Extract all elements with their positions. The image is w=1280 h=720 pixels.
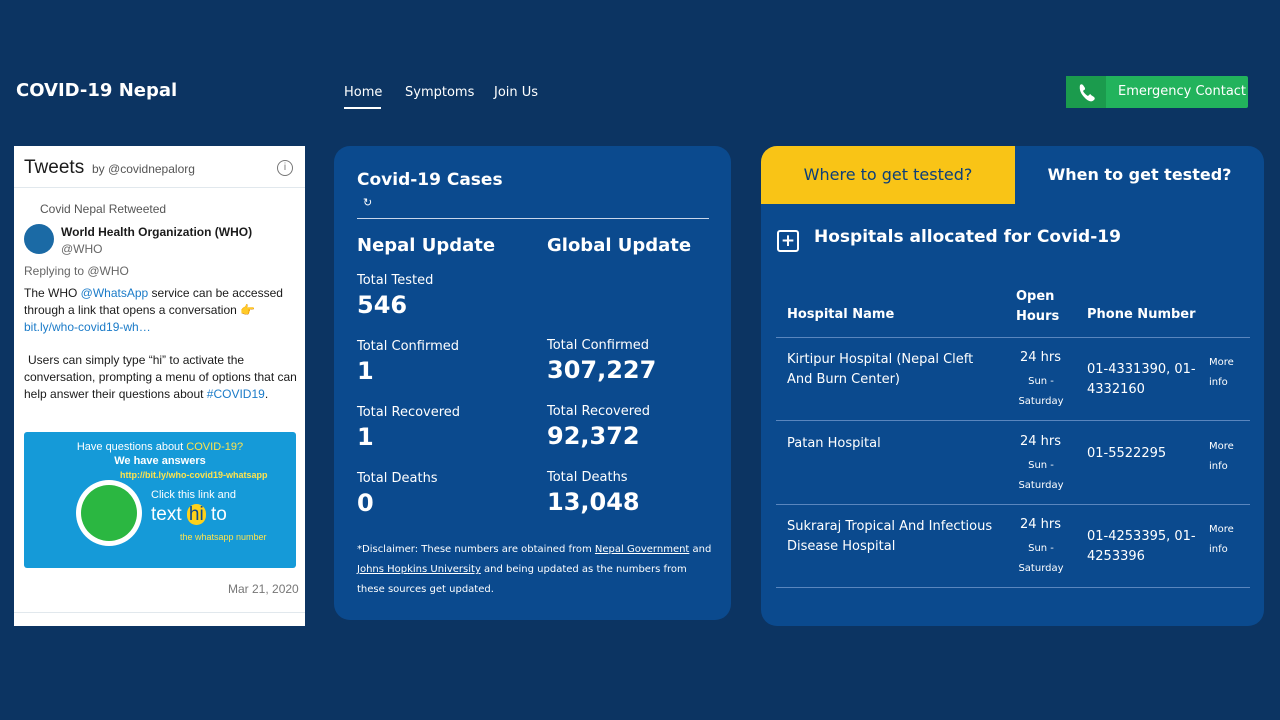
text: and being updated as the numbers from th… <box>357 564 687 595</box>
image-text: Click this link and <box>151 489 236 501</box>
stat-value: 307,227 <box>547 356 657 384</box>
text: service can be accessed through a link t… <box>24 286 283 317</box>
hospital-name: Sukraraj Tropical And Infectious Disease… <box>787 519 993 554</box>
open-hours: 24 hrs <box>1020 517 1062 532</box>
more-info[interactable]: More info <box>1209 524 1234 555</box>
hospital-name: Kirtipur Hospital (Nepal Cleft And Burn … <box>787 352 974 387</box>
image-text: We have answers <box>114 455 206 467</box>
divider <box>776 337 1250 338</box>
tweet-date[interactable]: Mar 21, 2020 <box>228 582 299 596</box>
text: The WHO <box>24 286 81 300</box>
whatsapp-logo <box>81 485 137 541</box>
stat-label: Total Deaths <box>357 471 438 486</box>
tweets-panel: Tweets by @covidnepalorg i Covid Nepal R… <box>14 146 305 626</box>
text: . <box>264 387 269 401</box>
hospitals-heading: Hospitals allocated for Covid-19 <box>814 227 1121 247</box>
image-text: the whatsapp number <box>180 532 267 542</box>
stat-value: 1 <box>357 357 374 385</box>
stat-value: 1 <box>357 423 374 451</box>
nav-link[interactable]: Symptoms <box>405 85 475 100</box>
divider <box>14 612 305 613</box>
hashtag[interactable]: #COVID19 <box>206 387 265 401</box>
tweet-text: Users can simply type “hi” to activate t… <box>24 352 299 403</box>
info-icon[interactable]: i <box>277 160 293 176</box>
stat-label: Total Recovered <box>547 404 651 419</box>
image-text: text hi to <box>151 504 227 526</box>
emergency-label[interactable]: Emergency Contact <box>1118 84 1247 99</box>
cases-card: Covid-19 Cases ↻ Nepal Update Global Upd… <box>334 146 731 620</box>
stat-label: Total Tested <box>357 273 434 288</box>
tweet-image[interactable]: Have questions about COVID-19? We have a… <box>24 432 296 568</box>
disclaimer: *Disclaimer: These numbers are obtained … <box>357 540 717 600</box>
text: Have questions about <box>76 441 187 453</box>
more-info[interactable]: More info <box>1209 357 1234 388</box>
nav-underline <box>344 107 381 109</box>
author[interactable]: World Health Organization (WHO) <box>61 225 253 239</box>
column-header: Hospital Name <box>787 307 895 322</box>
divider <box>776 503 1250 505</box>
stat-value: 0 <box>357 489 374 517</box>
cases-title: Covid-19 Cases <box>357 170 503 190</box>
stat-label: Total Confirmed <box>357 339 459 354</box>
tweet-text: The WHO @WhatsApp service can be accesse… <box>24 285 299 336</box>
nav-link[interactable]: Home <box>344 85 383 100</box>
divider <box>776 420 1250 421</box>
divider <box>14 187 305 188</box>
phone-number: 01-4253395, 01-4253396 <box>1087 529 1196 564</box>
open-days: Sun - Saturday <box>1018 376 1064 407</box>
global-heading: Global Update <box>547 235 692 256</box>
text: *Disclaimer: These numbers are obtained … <box>357 544 595 555</box>
text: and <box>689 544 712 555</box>
stat-value: 92,372 <box>547 422 640 450</box>
avatar[interactable] <box>24 224 54 254</box>
phone-icon <box>1079 84 1095 102</box>
open-days: Sun - Saturday <box>1018 459 1064 491</box>
link[interactable]: Nepal Government <box>594 544 690 555</box>
plus-icon: + <box>777 230 799 252</box>
retweeted: Covid Nepal Retweeted <box>40 202 167 216</box>
link[interactable]: bit.ly/who-covid19-wh… <box>24 320 151 334</box>
nav-link[interactable]: Join Us <box>494 85 539 100</box>
tab-active[interactable]: Where to get tested? <box>761 146 1015 204</box>
emergency-button[interactable]: Emergency Contact <box>1066 76 1248 108</box>
tab[interactable]: When to get tested? <box>1047 165 1232 184</box>
divider <box>776 587 1250 588</box>
replying: Replying to @WHO <box>24 264 129 278</box>
column-header: Phone Number <box>1087 307 1196 322</box>
handle: @WHO <box>61 242 103 256</box>
tweets-by[interactable]: by @covidnepalorg <box>92 162 195 176</box>
text: text <box>151 504 187 525</box>
phone-icon-box <box>1066 76 1106 108</box>
more-info[interactable]: More info <box>1209 440 1234 472</box>
column-header: Open Hours <box>1016 289 1060 324</box>
phone-number: 01-5522295 <box>1087 445 1167 461</box>
open-hours: 24 hrs <box>1020 433 1062 449</box>
tweets-title: Tweets <box>24 157 85 178</box>
link[interactable]: Johns Hopkins University <box>357 564 481 575</box>
stat-label: Total Recovered <box>357 405 461 420</box>
phone-number: 01-4331390, 01-4332160 <box>1087 362 1196 397</box>
text: hi <box>186 504 206 525</box>
refresh-icon[interactable]: ↻ <box>363 196 373 209</box>
image-text: Have questions about COVID-19? <box>24 441 296 453</box>
hospital-name: Patan Hospital <box>787 435 881 451</box>
stat-label: Total Deaths <box>547 470 628 485</box>
brand[interactable]: COVID-19 Nepal <box>16 80 178 101</box>
text: to <box>205 504 227 525</box>
stat-value: 546 <box>357 291 408 319</box>
text: Users can simply type “hi” to activate t… <box>24 353 297 401</box>
open-hours: 24 hrs <box>1020 350 1062 365</box>
stat-label: Total Confirmed <box>547 338 649 353</box>
nepal-heading: Nepal Update <box>357 235 496 256</box>
link[interactable]: @WhatsApp <box>80 286 149 300</box>
divider <box>357 218 709 219</box>
hospitals-card: Where to get tested? When to get tested?… <box>761 146 1264 626</box>
image-link: http://bit.ly/who-covid19-whatsapp <box>120 470 268 480</box>
stat-value: 13,048 <box>547 488 640 516</box>
open-days: Sun - Saturday <box>1018 543 1064 574</box>
text: COVID-19? <box>186 441 244 453</box>
